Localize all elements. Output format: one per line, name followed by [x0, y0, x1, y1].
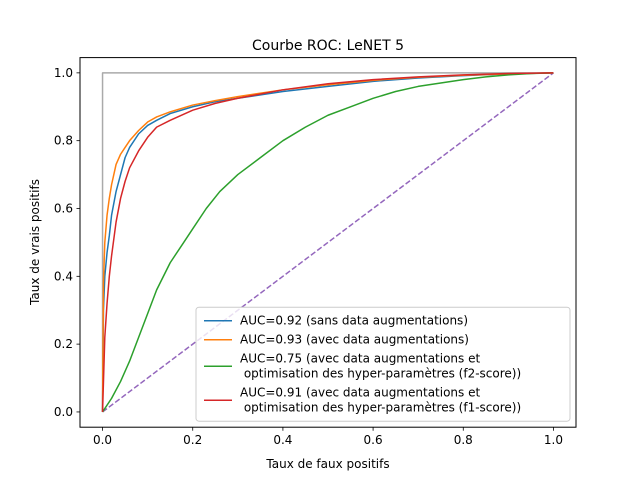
x-tick-label: 1.0: [544, 433, 563, 447]
y-tick-label: 0.0: [54, 405, 73, 419]
chart-title: Courbe ROC: LeNET 5: [252, 38, 404, 54]
x-tick-label: 0.8: [454, 433, 473, 447]
series-line-5: [101, 72, 554, 412]
legend-label: AUC=0.92 (sans data augmentations): [240, 314, 468, 328]
legend-label: AUC=0.91 (avec data augmentations et opt…: [240, 386, 521, 415]
series-line-4: [102, 72, 554, 413]
y-axis-label: Taux de vrais positifs: [28, 179, 42, 306]
series-line-0: [101, 72, 554, 412]
y-tick-label: 0.8: [54, 134, 73, 148]
x-tick-label: 0.2: [183, 433, 202, 447]
axis-ticks: 0.0 0.2 0.4 0.6 0.8 1.0 0.0 0.2 0.4 0.6 0.8 1.0: [54, 66, 563, 447]
y-tick-label: 0.6: [54, 201, 73, 215]
y-tick-label: 0.4: [54, 269, 73, 283]
y-tick-label: 0.2: [54, 337, 73, 351]
legend: AUC=0.92 (sans data augmentations) AUC=0.…: [195, 306, 571, 422]
legend-label: AUC=0.75 (avec data augmentations et opt…: [240, 352, 521, 381]
x-axis-label: Taux de faux positifs: [265, 457, 389, 471]
series-line-3: [101, 72, 554, 412]
plot-frame: [79, 57, 577, 428]
x-tick-label: 0.0: [93, 433, 112, 447]
x-tick-label: 0.6: [364, 433, 383, 447]
y-tick-label: 1.0: [54, 66, 73, 80]
legend-frame: [195, 306, 571, 422]
x-tick-label: 0.4: [273, 433, 292, 447]
legend-label: AUC=0.93 (avec data augmentations): [240, 333, 469, 347]
series-line-2: [101, 72, 554, 413]
